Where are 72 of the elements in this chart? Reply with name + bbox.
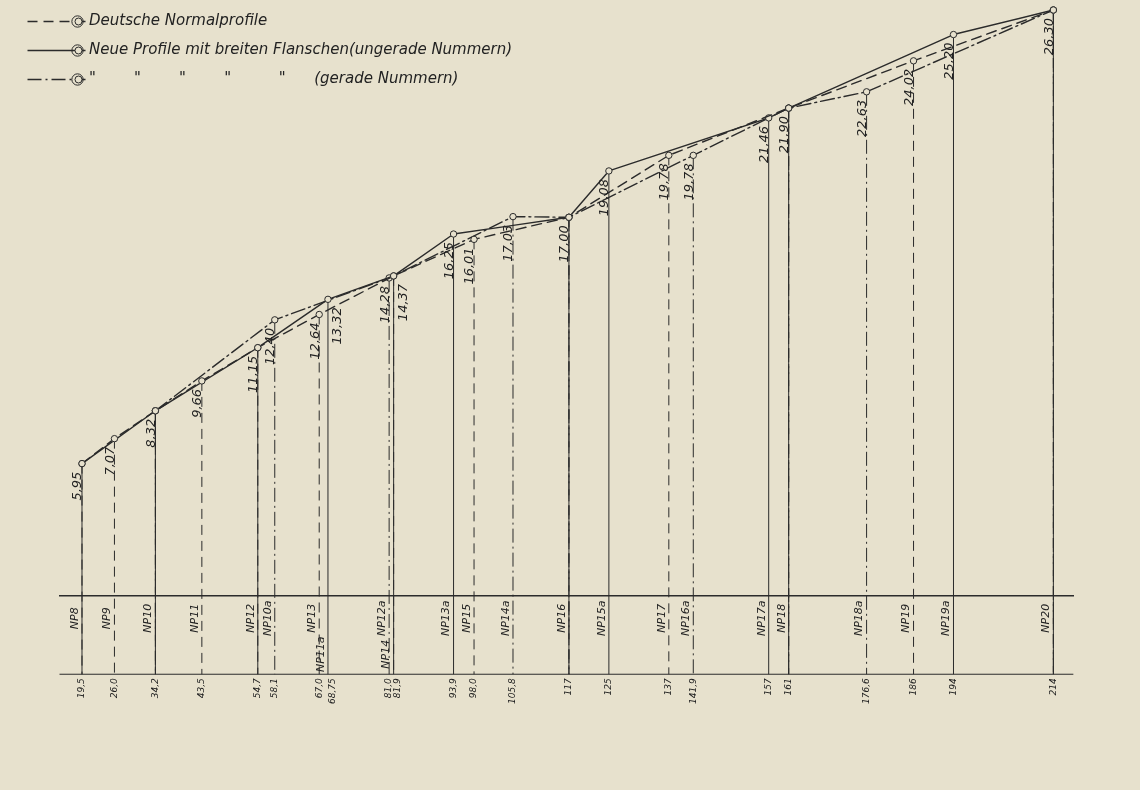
x-tick-label: 161 (783, 678, 794, 696)
data-label: 12,40 (262, 327, 278, 366)
x-tick-label: 26,0 (108, 677, 119, 699)
legend-label: Deutsche Normalprofile (89, 11, 268, 30)
x-tick-label: 54,7 (252, 677, 263, 699)
text: NP8 (67, 607, 81, 630)
x-tick-label: 34,2 (149, 677, 160, 699)
x-tick-label: 81,9 (392, 677, 403, 699)
text: NP14 (379, 639, 393, 669)
text: NP18a (852, 600, 866, 637)
data-label: 26,30 (1040, 18, 1056, 56)
x-tick-label: 58,1 (269, 678, 280, 699)
data-label: 19,78 (680, 163, 696, 201)
x-tick-label: 194 (947, 677, 958, 696)
text: NP16a (679, 600, 693, 637)
x-tick-label: 93,9 (447, 677, 458, 699)
text: NP10 (141, 603, 155, 633)
x-tick-label: 19,5 (76, 677, 87, 699)
data-label: 7,07 (101, 445, 117, 476)
text: NP16 (554, 603, 568, 633)
x-tick-label: 214 (1047, 677, 1058, 696)
data-label: 14,28 (376, 285, 392, 324)
text: NP17a (754, 600, 768, 637)
data-label: 16,25 (440, 242, 456, 280)
text: NP15a (594, 600, 608, 637)
x-tick-label: 68,75 (326, 677, 337, 704)
data-label: 22,63 (853, 99, 869, 138)
data-label: 21,46 (756, 125, 772, 164)
data-label: 9,66 (189, 388, 205, 418)
text: NP9 (100, 607, 114, 630)
data-label: 5,95 (69, 471, 85, 501)
text: NP19a (939, 600, 953, 637)
text: NP12a (374, 600, 388, 637)
legend-label: Neue Profile mit breiten Flanschen(ungerade Nummern) (89, 40, 513, 59)
text: NP11 (187, 603, 201, 633)
x-tick-label: 137 (663, 677, 674, 696)
text: NP19 (899, 603, 913, 633)
x-tick-label: 105,8 (507, 677, 518, 704)
x-tick-label: 43,5 (196, 677, 207, 699)
text: NP18 (774, 603, 788, 633)
data-label: 17,00 (556, 225, 572, 263)
text: NP20 (1039, 603, 1053, 633)
text: NP11a (313, 636, 327, 673)
legend-label: " " " " " (gerade Nummern) (89, 69, 459, 88)
data-label: 12,64 (306, 322, 322, 360)
data-label: 19,78 (656, 163, 672, 201)
data-label: 16,01 (461, 247, 477, 285)
x-tick-label: 186 (907, 677, 918, 696)
data-label: 13,32 (329, 307, 345, 345)
data-label: 25,20 (940, 42, 956, 80)
data-label: 19,08 (596, 178, 612, 217)
text: NP15 (459, 603, 473, 633)
data-label: 24,02 (900, 68, 916, 107)
data-label: 8,32 (142, 418, 158, 448)
text: NP12 (243, 603, 257, 633)
x-tick-label: 141,9 (687, 677, 698, 704)
text: NP13a (439, 600, 453, 637)
text: NP10a (260, 600, 274, 637)
x-tick-label: 176,6 (860, 677, 871, 704)
x-tick-label: 81,0 (383, 677, 394, 699)
text: NP14a (498, 600, 512, 637)
data-label: 17,03 (500, 224, 516, 262)
text: NP13 (305, 603, 319, 633)
x-tick-label: 157 (763, 677, 774, 696)
x-tick-label: 98,0 (468, 677, 479, 699)
x-tick-label: 67,0 (313, 677, 324, 699)
x-tick-label: 125 (603, 677, 614, 696)
data-label: 11,15 (245, 355, 261, 393)
data-label: 14,37 (395, 283, 410, 322)
x-tick-label: 117 (563, 677, 574, 696)
data-label: 21,90 (776, 116, 792, 154)
text: NP17 (654, 603, 668, 633)
